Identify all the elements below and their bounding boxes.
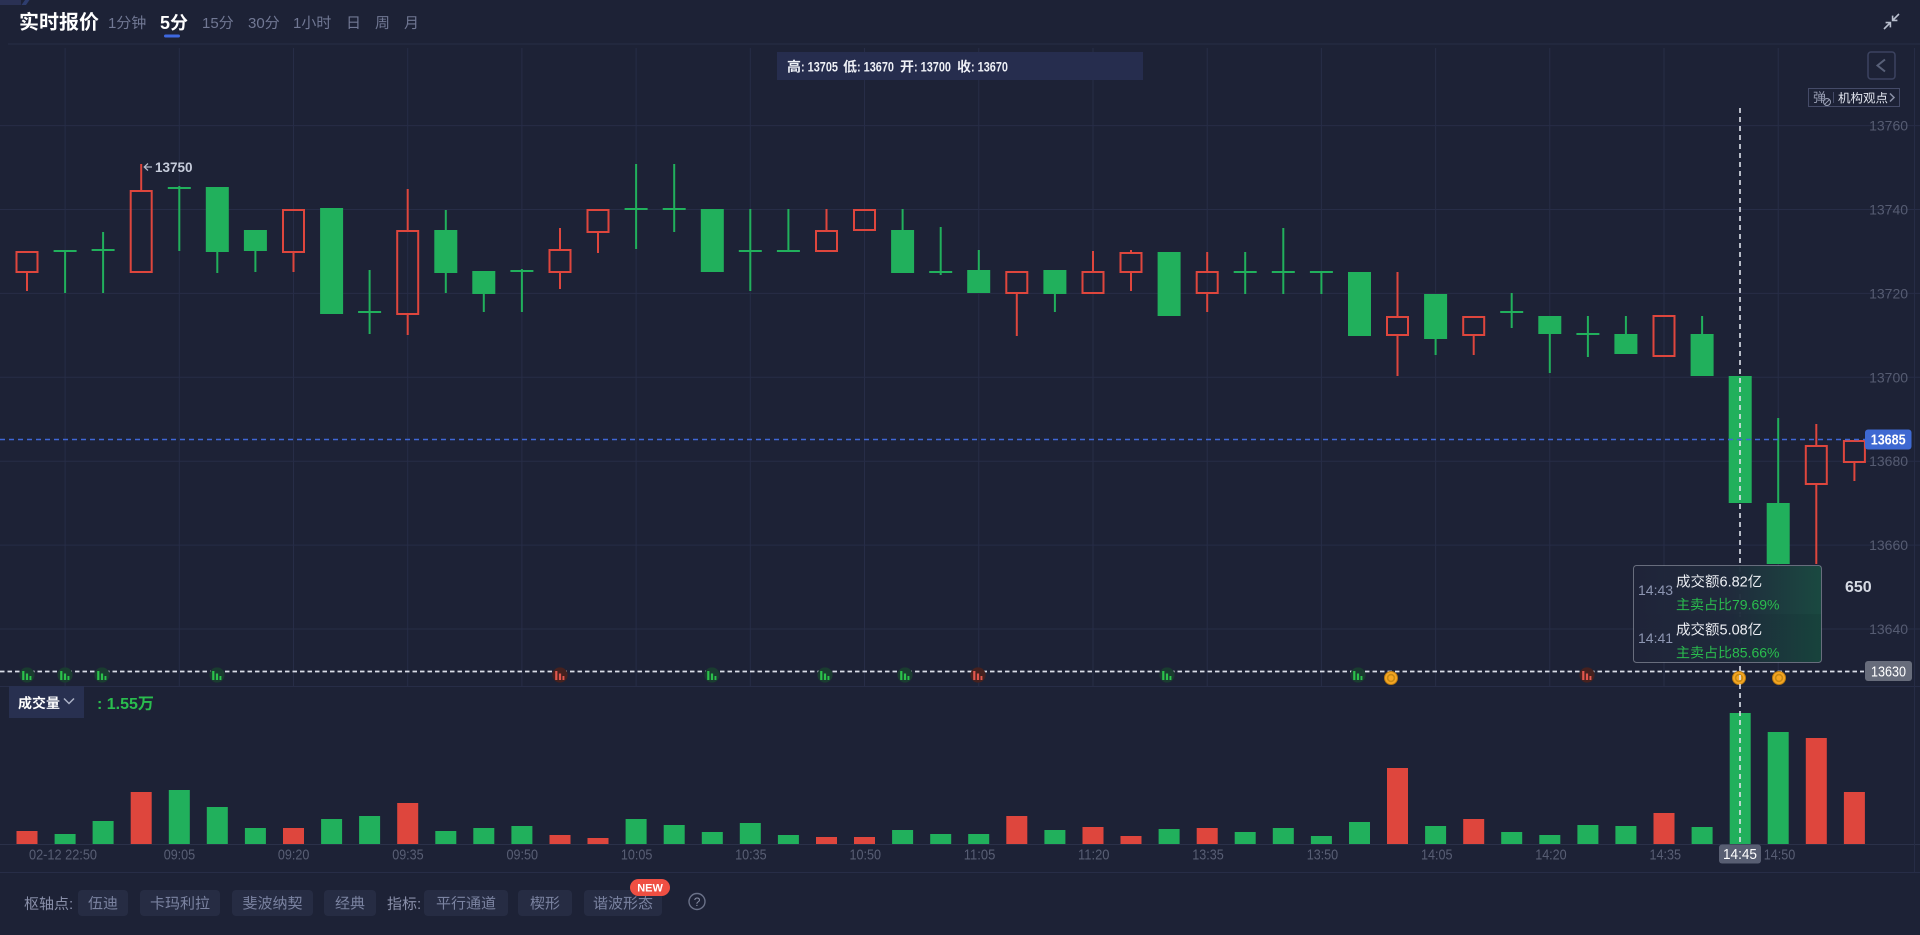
svg-text:09:35: 09:35: [392, 847, 424, 864]
svg-text:02-12 22:50: 02-12 22:50: [29, 847, 97, 864]
svg-text:13640: 13640: [1869, 621, 1908, 637]
svg-text:09:05: 09:05: [164, 847, 196, 864]
svg-text:13685: 13685: [1871, 433, 1906, 449]
svg-text:13:35: 13:35: [1192, 847, 1224, 864]
svg-text:13:50: 13:50: [1307, 847, 1339, 864]
svg-text:09:20: 09:20: [278, 847, 310, 864]
svg-text:14:41: 14:41: [1638, 630, 1673, 646]
svg-text:13630: 13630: [1871, 665, 1906, 681]
svg-text:14:45: 14:45: [1723, 846, 1757, 863]
svg-text:13680: 13680: [1869, 453, 1908, 469]
svg-text:11:20: 11:20: [1078, 847, 1110, 864]
svg-text:14:43: 14:43: [1638, 582, 1673, 598]
svg-text:14:05: 14:05: [1421, 847, 1453, 864]
svg-text:79.69%: 79.69%: [1732, 597, 1779, 613]
svg-text:30: 30: [248, 15, 265, 32]
svg-text:13720: 13720: [1869, 285, 1908, 301]
svg-text:10:05: 10:05: [621, 847, 653, 864]
svg-text::: :: [417, 896, 421, 913]
svg-text:10:35: 10:35: [735, 847, 767, 864]
svg-text:10:50: 10:50: [850, 847, 882, 864]
svg-text:NEW: NEW: [637, 883, 663, 895]
svg-text:14:35: 14:35: [1650, 847, 1682, 864]
svg-text:1: 1: [293, 15, 301, 32]
svg-text:13740: 13740: [1869, 202, 1908, 218]
svg-text::: :: [69, 896, 73, 913]
svg-text:11:05: 11:05: [964, 847, 996, 864]
svg-text:09:50: 09:50: [507, 847, 539, 864]
svg-text:15: 15: [202, 15, 219, 32]
svg-text:5: 5: [160, 13, 170, 33]
svg-text:5.08: 5.08: [1720, 623, 1748, 639]
svg-text:: 13700: : 13700: [914, 59, 951, 75]
svg-text:: 13670: : 13670: [971, 59, 1008, 75]
svg-text:: 1.55: : 1.55: [97, 696, 138, 713]
svg-text:14:20: 14:20: [1535, 847, 1567, 864]
svg-text:1: 1: [108, 15, 116, 32]
svg-text:13760: 13760: [1869, 118, 1908, 134]
svg-text:: 13705: : 13705: [801, 59, 838, 75]
svg-text:?: ?: [694, 895, 701, 909]
svg-text:14:50: 14:50: [1764, 847, 1796, 864]
svg-text:13660: 13660: [1869, 537, 1908, 553]
svg-text:: 13670: : 13670: [857, 59, 894, 75]
svg-text:85.66%: 85.66%: [1732, 645, 1779, 661]
svg-text:13700: 13700: [1869, 369, 1908, 385]
svg-text:6.82: 6.82: [1720, 575, 1748, 591]
svg-text:650: 650: [1845, 579, 1872, 596]
svg-text:13750: 13750: [155, 160, 193, 175]
